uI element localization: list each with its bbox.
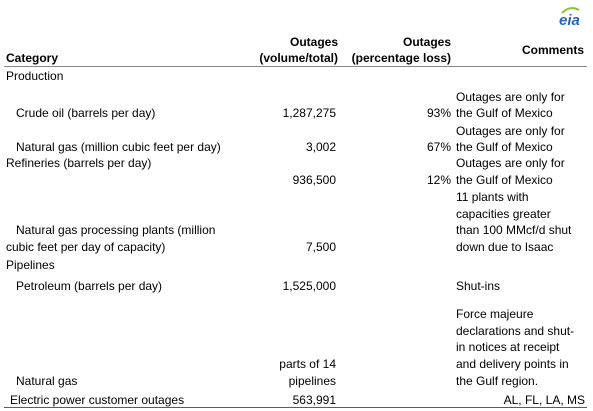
natural-gas-pipelines-comment-line2: declarations and shut- bbox=[456, 324, 575, 338]
crude-oil-comment-line2: the Gulf of Mexico bbox=[456, 106, 553, 120]
crude-oil-percent: 93% bbox=[426, 106, 451, 120]
header-comments: Comments bbox=[521, 43, 584, 57]
section-production: Production bbox=[6, 69, 64, 83]
refineries-comment-line2: the Gulf of Mexico bbox=[456, 173, 553, 187]
section-pipelines: Pipelines bbox=[6, 258, 55, 272]
electric-power-label: Electric power customer outages bbox=[10, 393, 185, 407]
natural-gas-pipelines-volume-line1: parts of 14 bbox=[279, 357, 336, 371]
natural-gas-production-percent: 67% bbox=[426, 140, 451, 154]
natural-gas-pipelines-label: Natural gas bbox=[16, 374, 78, 388]
natural-gas-production-comment-line2: the Gulf of Mexico bbox=[456, 140, 553, 154]
natural-gas-pipelines-comment-line1: Force majeure bbox=[456, 307, 534, 321]
crude-oil-comment-line1: Outages are only for bbox=[456, 90, 565, 104]
natural-gas-production-comment-line1: Outages are only for bbox=[456, 124, 565, 138]
electric-power-volume: 563,991 bbox=[292, 393, 336, 407]
gas-processing-comment-line3: than 100 MMcf/d shut bbox=[456, 223, 572, 237]
natural-gas-production-volume: 3,002 bbox=[305, 140, 336, 154]
petroleum-comment: Shut-ins bbox=[456, 279, 501, 293]
header-volume-line2: (volume/total) bbox=[259, 51, 338, 65]
section-refineries: Refineries (barrels per day) bbox=[6, 156, 152, 170]
gas-processing-volume: 7,500 bbox=[305, 240, 336, 254]
gas-processing-comment-line1: 11 plants with bbox=[456, 190, 529, 204]
header-divider bbox=[4, 66, 587, 67]
table-bottom-rule bbox=[4, 407, 587, 408]
electric-power-comment: AL, FL, LA, MS bbox=[503, 393, 585, 407]
natural-gas-pipelines-comment-line3: in notices at receipt bbox=[456, 340, 560, 354]
natural-gas-pipelines-comment-line4: and delivery points in bbox=[456, 357, 569, 371]
gas-processing-comment-line2: capacities greater bbox=[456, 207, 551, 221]
crude-oil-volume: 1,287,275 bbox=[282, 106, 336, 120]
refineries-percent: 12% bbox=[426, 173, 451, 187]
header-percent-line1: Outages bbox=[402, 35, 451, 49]
eia-logo-text: eia bbox=[559, 12, 580, 28]
gas-processing-comment-line4: down due to Isaac bbox=[456, 240, 554, 254]
header-volume-line1: Outages bbox=[289, 35, 338, 49]
petroleum-volume: 1,525,000 bbox=[282, 279, 336, 293]
refineries-comment-line1: Outages are only for bbox=[456, 156, 565, 170]
crude-oil-label: Crude oil (barrels per day) bbox=[16, 106, 156, 120]
natural-gas-production-label: Natural gas (million cubic feet per day) bbox=[16, 140, 221, 154]
gas-processing-label-line1: Natural gas processing plants (million bbox=[16, 223, 216, 237]
refineries-volume: 936,500 bbox=[292, 173, 336, 187]
header-percent-line2: (percentage loss) bbox=[351, 51, 451, 65]
header-category: Category bbox=[6, 51, 59, 65]
eia-logo: eia bbox=[559, 7, 580, 28]
natural-gas-pipelines-comment-line5: the Gulf region. bbox=[456, 374, 539, 388]
gas-processing-label-line2: cubic feet per day of capacity) bbox=[6, 240, 166, 254]
petroleum-label: Petroleum (barrels per day) bbox=[16, 279, 163, 293]
natural-gas-pipelines-volume-line2: pipelines bbox=[288, 374, 336, 388]
